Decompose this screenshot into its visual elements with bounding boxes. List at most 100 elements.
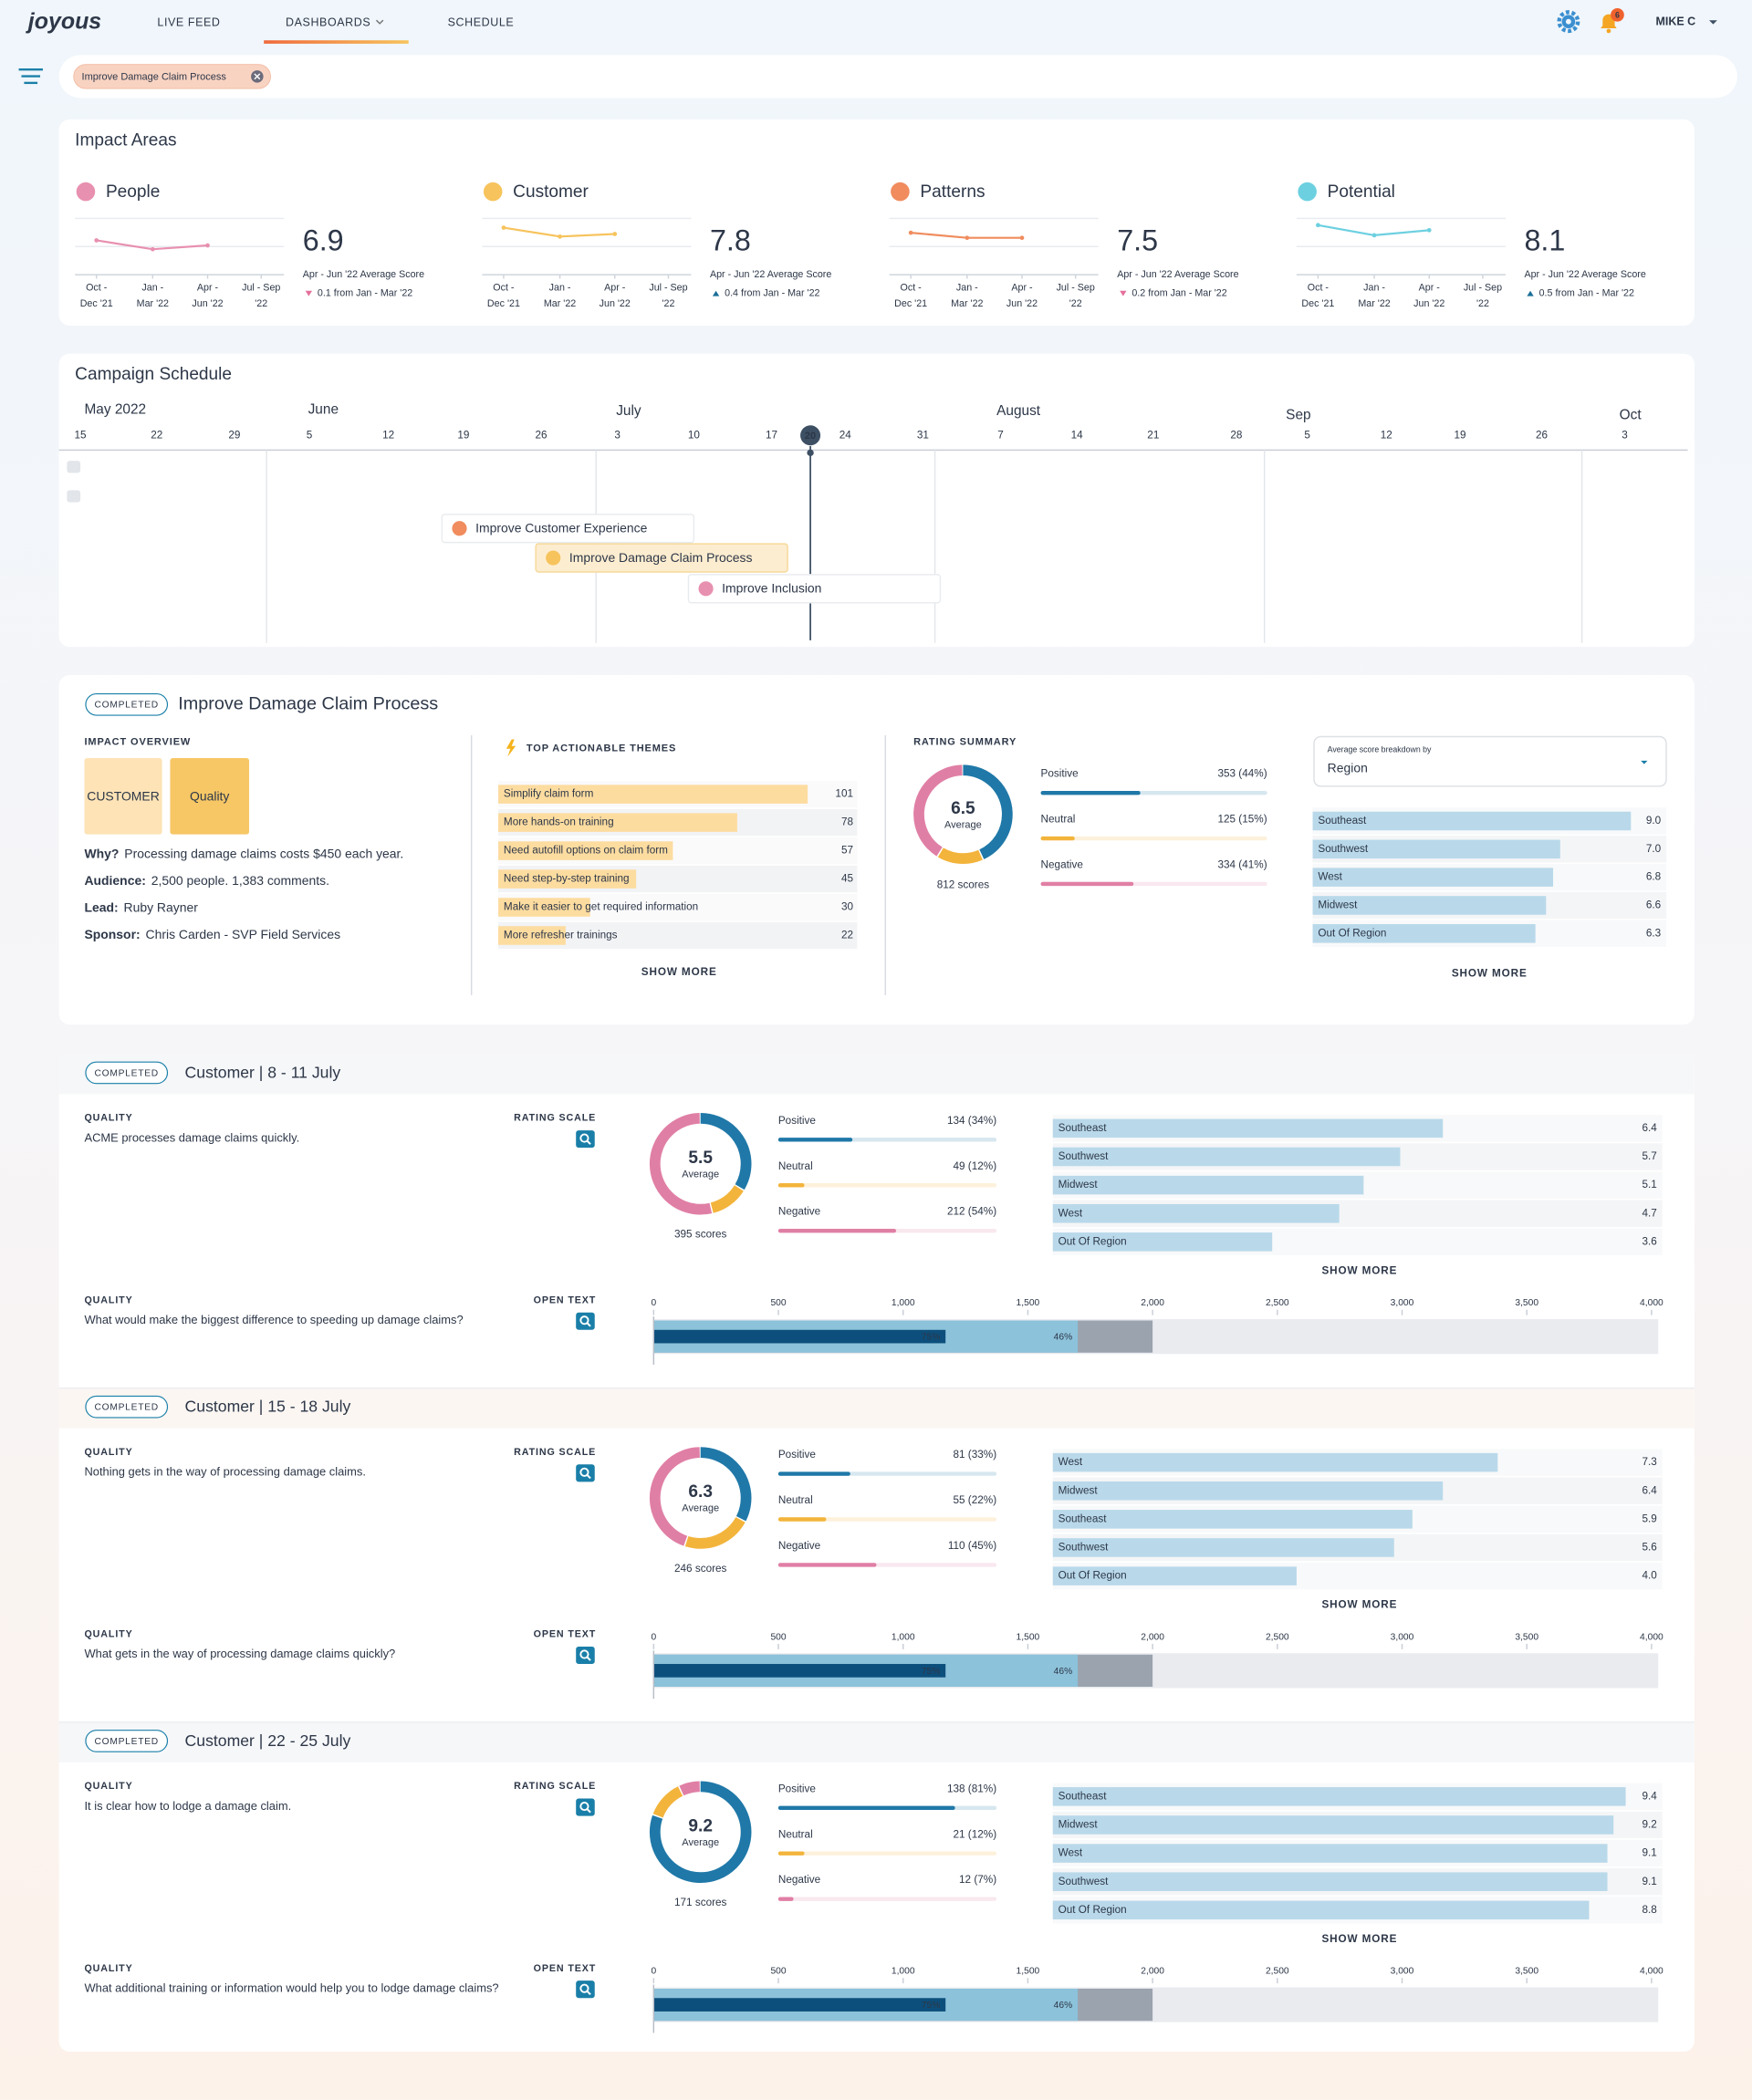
- breakdown-value: 9.4: [1642, 1790, 1657, 1802]
- breakdown-value: 8.8: [1642, 1904, 1657, 1916]
- period-label: Mar '22: [1358, 298, 1390, 309]
- show-more[interactable]: SHOW MORE: [1321, 1933, 1397, 1945]
- show-more[interactable]: SHOW MORE: [1321, 1264, 1397, 1276]
- nav-link[interactable]: SCHEDULE: [448, 16, 515, 28]
- theme-label: More hands-on training: [504, 816, 614, 828]
- status-label: COMPLETED: [94, 1737, 158, 1747]
- row-toggle[interactable]: [67, 490, 81, 503]
- nav-link[interactable]: LIVE FEED: [157, 16, 220, 28]
- day-label: 12: [382, 429, 394, 441]
- show-more[interactable]: SHOW MORE: [1321, 1599, 1397, 1611]
- x-tick-label: 500: [770, 1298, 786, 1308]
- breakdown-value: 6.4: [1642, 1122, 1657, 1134]
- period-label: '22: [255, 298, 267, 309]
- theme-label: Need step-by-step training: [504, 873, 630, 885]
- dropdown[interactable]: [1313, 735, 1667, 787]
- donut-caption: Average: [682, 1169, 719, 1180]
- rating-bar: [1040, 836, 1075, 841]
- breakdown-bar: [1312, 811, 1632, 831]
- donut-caption: Average: [682, 1837, 719, 1848]
- period-label: Apr -: [197, 283, 219, 294]
- breakdown-bar: [1312, 839, 1560, 859]
- view-responses[interactable]: [576, 1464, 595, 1482]
- campaign-dot: [452, 521, 467, 536]
- rating-name: Positive: [778, 1449, 816, 1461]
- card: [58, 119, 1695, 326]
- campaign-bar[interactable]: [441, 514, 695, 544]
- rating-track: [777, 1851, 997, 1856]
- view-responses[interactable]: [576, 1980, 595, 1999]
- bar-caption: 75%: [922, 2001, 941, 2011]
- status-label: COMPLETED: [94, 1403, 158, 1413]
- campaign-bar[interactable]: [535, 543, 788, 573]
- area-name: Patterns: [920, 182, 985, 202]
- question-text: What additional training or information …: [84, 1980, 498, 1994]
- response-bar: [653, 1664, 946, 1678]
- rating-bar: [777, 1563, 877, 1567]
- status-badge: [85, 1730, 169, 1752]
- impact-tag: [84, 758, 162, 835]
- period-label: Jan -: [549, 283, 571, 294]
- nav-link[interactable]: DASHBOARDS: [286, 16, 370, 28]
- breakdown-label: Midwest: [1318, 899, 1358, 911]
- breakdown-value: 4.0: [1642, 1570, 1657, 1582]
- rating-name: Positive: [778, 1783, 816, 1794]
- show-more[interactable]: SHOW MORE: [641, 966, 717, 978]
- themes-icon: [506, 739, 516, 757]
- x-tick-label: 500: [770, 1632, 786, 1642]
- logo: joyous: [26, 9, 101, 35]
- x-tick-label: 2,500: [1266, 1632, 1289, 1642]
- settings-icon[interactable]: [1557, 10, 1580, 34]
- day-label: 10: [688, 429, 701, 441]
- breakdown-bar: [1052, 1232, 1273, 1252]
- view-responses[interactable]: [576, 1130, 595, 1149]
- day-label: 22: [151, 429, 162, 441]
- dropdown-caret: [375, 19, 384, 25]
- user-menu[interactable]: MIKE C: [1656, 16, 1696, 28]
- breakdown-bar: [1052, 1787, 1626, 1806]
- area-score: 6.9: [303, 224, 344, 256]
- survey-header: [58, 1054, 1695, 1095]
- sparkline-point: [1426, 227, 1432, 233]
- breakdown-bar: [1052, 1203, 1340, 1223]
- view-responses[interactable]: [576, 1646, 595, 1665]
- rating-value: 138 (81%): [947, 1783, 996, 1794]
- question-category: QUALITY: [84, 1113, 132, 1124]
- period-label: Oct -: [1308, 283, 1330, 294]
- rating-name: Neutral: [778, 1828, 813, 1840]
- rating-bar: [777, 1183, 805, 1188]
- donut-segment: [649, 1112, 752, 1215]
- question-text: ACME processes damage claims quickly.: [84, 1130, 299, 1144]
- x-tick-label: 1,000: [892, 1298, 915, 1308]
- show-more[interactable]: SHOW MORE: [1452, 967, 1528, 979]
- card-title: Campaign Schedule: [75, 365, 232, 384]
- view-responses-glass: [579, 1467, 589, 1477]
- breakdown-bar: [1052, 1538, 1394, 1557]
- view-responses-handle: [586, 1474, 591, 1480]
- day-label: 24: [840, 429, 852, 441]
- view-responses[interactable]: [576, 1798, 595, 1816]
- detail: Sponsor: Chris Carden - SVP Field Service…: [84, 926, 340, 941]
- breakdown-label: Southeast: [1058, 1513, 1108, 1524]
- breakdown-bar: [1312, 924, 1536, 943]
- day-label: 12: [1381, 429, 1392, 441]
- rating-value: 125 (15%): [1217, 814, 1267, 826]
- rating-value: 49 (12%): [953, 1160, 996, 1172]
- rating-bar: [777, 1138, 853, 1142]
- score-caption: Apr - Jun '22 Average Score: [1524, 269, 1645, 280]
- breakdown-value: 9.1: [1642, 1876, 1656, 1887]
- question-category: QUALITY: [84, 1781, 132, 1792]
- breakdown-label: Midwest: [1058, 1179, 1099, 1190]
- filter-icon: [24, 81, 38, 85]
- campaign-bar[interactable]: [687, 574, 942, 604]
- day-label: 17: [766, 429, 777, 441]
- period-label: Apr -: [1011, 283, 1033, 294]
- view-responses[interactable]: [576, 1312, 595, 1330]
- question-category: QUALITY: [84, 1963, 132, 1974]
- breakdown-value: 9.0: [1646, 815, 1662, 826]
- row-toggle[interactable]: [67, 461, 81, 473]
- question-category: QUALITY: [84, 1447, 132, 1458]
- breakdown-value: 6.8: [1646, 871, 1662, 883]
- sparkline-point: [1316, 223, 1320, 228]
- rating-value: 55 (22%): [953, 1494, 996, 1506]
